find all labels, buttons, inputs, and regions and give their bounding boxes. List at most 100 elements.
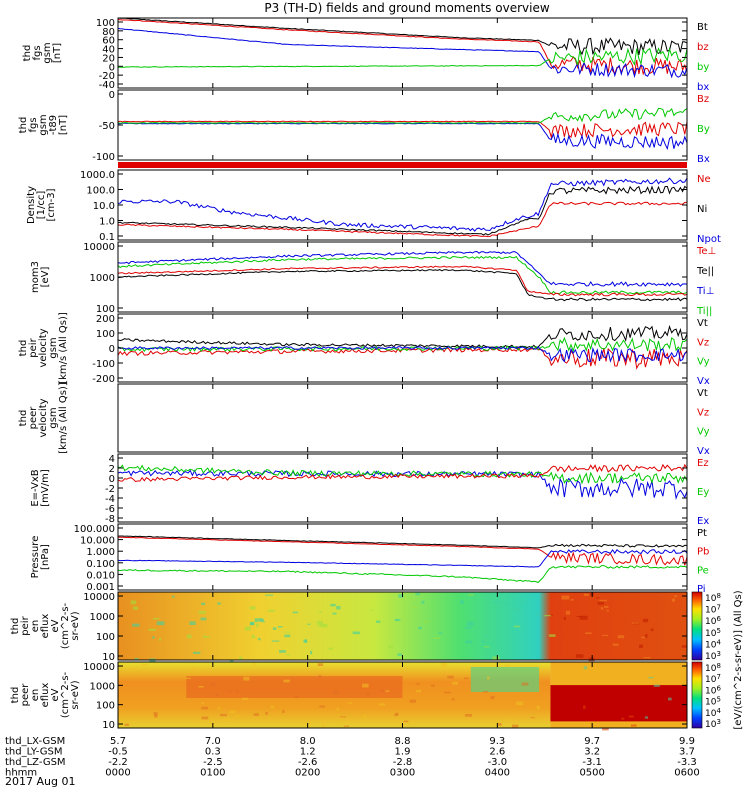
legend-entry: Ti||	[696, 306, 712, 317]
xaxis-value: 8.0	[300, 736, 316, 747]
panel-ylabel-line: eflux	[40, 683, 51, 708]
trace-2-1	[117, 185, 688, 236]
xaxis-value: 0200	[295, 768, 320, 779]
legend-entry: Vy	[697, 357, 710, 368]
colorbar-tick: 107	[705, 673, 721, 685]
y-tick-label: 1.000	[86, 547, 115, 558]
y-tick-label: 0.001	[86, 582, 115, 593]
panel-ylabel-line: thd	[18, 340, 29, 357]
y-tick-label: -50	[99, 121, 115, 132]
panel-ylabel-line: velocity	[38, 398, 49, 437]
panel-8: thd peir en eflux eV (cm^2-s-sr-eV)10000 1000 1…	[10, 591, 688, 663]
legend-entry: Vx	[697, 446, 710, 457]
xaxis-row-label: thd_LX-GSM	[5, 736, 65, 747]
xaxis-value: -2.6	[298, 757, 318, 768]
y-tick-label: 10	[102, 720, 115, 731]
panel-ylabel-line: [mV/m]	[40, 469, 51, 507]
colorbar-tick: 107	[705, 604, 721, 616]
legend-entry: Te⊥	[696, 246, 716, 257]
quality-flag-bar	[118, 162, 687, 168]
panel-ylabel-line: fgs	[28, 117, 39, 132]
xaxis-value: 0300	[390, 768, 415, 779]
xaxis-value: -2.5	[203, 757, 223, 768]
xaxis-row-label: hhmm	[5, 768, 37, 779]
trace-7-0	[117, 535, 688, 549]
panel-frame	[117, 89, 688, 161]
panel-ylabel-line: gsm	[48, 407, 59, 428]
colorbar-tick: 105	[705, 696, 721, 708]
colorbar-tick: 108	[705, 662, 721, 674]
xaxis-value: 2.6	[489, 747, 505, 758]
panel-ylabel-line: thd	[22, 45, 33, 62]
legend-entry: bx	[697, 82, 709, 93]
y-tick-label: 0	[109, 474, 115, 485]
legend-entry: Pe	[697, 565, 709, 576]
y-tick-label: -4	[105, 494, 115, 505]
legend-entry: By	[697, 124, 710, 135]
panel-ylabel-line: E=-VxB	[30, 469, 41, 506]
panel-ylabel-line: thd	[10, 687, 21, 704]
y-tick-label: 100	[96, 329, 115, 340]
legend-entry: by	[697, 62, 709, 73]
plot-title: P3 (TH-D) fields and ground moments over…	[264, 1, 549, 15]
xaxis-value: -2.2	[108, 757, 128, 768]
y-tick-label: 0.010	[86, 570, 115, 581]
y-tick-label: 1000	[90, 612, 115, 623]
trace-0-2	[117, 27, 688, 79]
panel-ylabel-line: mom3	[30, 261, 41, 293]
xaxis-value: 9.7	[584, 736, 600, 747]
xaxis-value: 3.7	[679, 747, 695, 758]
panel-ylabel-line: thd	[10, 618, 21, 635]
legend-entry: Vt	[697, 388, 708, 399]
panel-ylabel-line: gsm	[48, 337, 59, 358]
y-tick-label: 10.000	[80, 536, 115, 547]
y-tick-label: 4	[109, 454, 115, 465]
legend-entry: Ez	[697, 458, 709, 469]
y-tick-label: 40	[102, 45, 115, 56]
y-tick-label: 80	[102, 27, 115, 38]
panel-7: Pressure [nPa] 100.00010.0001.0000.1000.01…	[30, 523, 709, 595]
xaxis-value: -3.0	[488, 757, 508, 768]
y-tick-label: 10000	[83, 662, 115, 673]
date-label: 2017 Aug 01	[5, 775, 75, 788]
panel-5: thd peer velocity gsm [km/s (All Qs)] Vt Vz Vy V…	[18, 382, 710, 457]
panel-ylabel-line: [nPa]	[40, 544, 51, 570]
y-tick-label: 0	[109, 62, 115, 73]
panel-9: thd peer en eflux eV (cm^2-s-sr-eV)10000 1000 1…	[10, 661, 688, 731]
panel-6: E=-VxB [mV/m] 420-2-4-6-8 Ez Ey Ex	[30, 453, 709, 527]
xaxis-value: 7.0	[205, 736, 221, 747]
colorbar-tick: 103	[705, 650, 721, 662]
panel-ylabel-line: gsm	[42, 42, 53, 63]
trace-2-0	[117, 177, 688, 232]
xaxis-value: 3.2	[584, 747, 600, 758]
y-tick-label: 100.0	[86, 186, 115, 197]
panel-ylabel-line: peer	[28, 406, 39, 430]
legend-entry: Ne	[697, 174, 711, 185]
panel-ylabel-line: eV	[50, 619, 61, 632]
panel-ylabel-line: peer	[20, 683, 31, 707]
panel-frame	[117, 453, 688, 523]
x-axis-labels: thd_LX-GSM 5.7 7.0 8.0 8.8 9.3 9.7 9.9 thd_LY-GS…	[5, 736, 700, 779]
panel-ylabel-line: (cm^2-s-	[60, 671, 71, 718]
trace-6-0	[117, 469, 688, 501]
xaxis-row-label: thd_LZ-GSM	[5, 757, 66, 768]
panel-ylabel-line: eflux	[40, 614, 51, 639]
y-tick-label: 2	[109, 464, 115, 475]
panel-ylabel-line: [cm-3]	[46, 188, 57, 221]
xaxis-value: 5.7	[110, 736, 126, 747]
spectrogram-8	[118, 592, 687, 663]
panel-ylabel-line: eV	[50, 688, 61, 701]
colorbar-tick: 106	[705, 615, 721, 627]
y-tick-label: 10	[102, 652, 115, 663]
trace-3-0	[117, 250, 688, 287]
panel-frame	[117, 383, 688, 453]
xaxis-value: 9.3	[489, 736, 505, 747]
legend-entry: Ni	[697, 204, 707, 215]
legend-entry: Vx	[697, 376, 710, 387]
legend-entry: Bx	[697, 154, 710, 165]
colorbar-strip	[691, 661, 703, 729]
y-tick-label: 200	[96, 314, 115, 325]
spectrogram-9	[118, 662, 687, 731]
trace-1-0	[117, 120, 688, 140]
